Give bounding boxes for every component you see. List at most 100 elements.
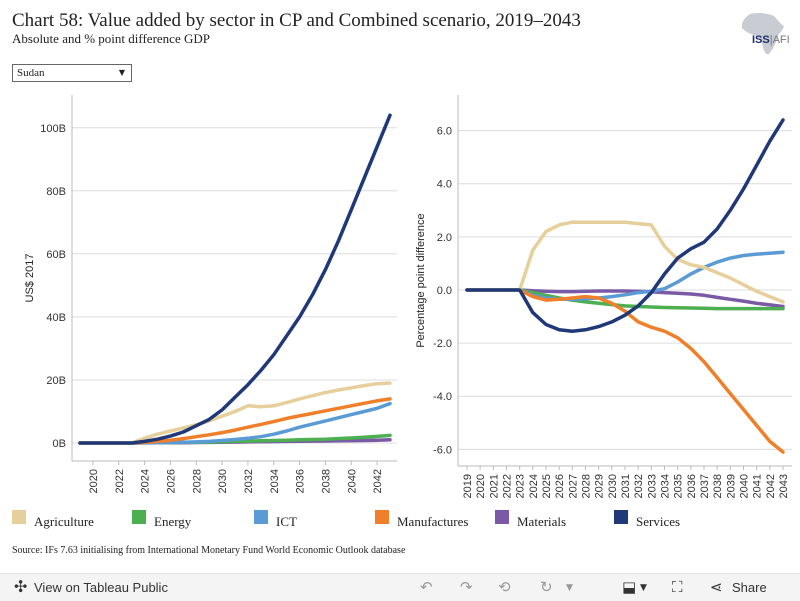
x-tick-label: 2020 bbox=[475, 474, 487, 498]
share-icon[interactable]: ⋖ bbox=[710, 578, 723, 596]
legend-swatch bbox=[375, 510, 389, 524]
x-tick-label: 2020 bbox=[88, 469, 100, 493]
x-tick-label: 2026 bbox=[554, 474, 566, 498]
chart-title: Chart 58: Value added by sector in CP an… bbox=[12, 10, 581, 31]
y-tick-label: 0.0 bbox=[437, 285, 452, 297]
chevron-down-icon[interactable]: ▼ bbox=[640, 583, 647, 593]
x-tick-label: 2024 bbox=[140, 469, 152, 493]
series-line-agriculture[interactable] bbox=[78, 381, 392, 445]
logo-separator: | bbox=[769, 34, 773, 46]
x-tick-label: 2036 bbox=[686, 474, 698, 498]
x-tick-label: 2038 bbox=[712, 474, 724, 498]
x-tick-label: 2037 bbox=[699, 474, 711, 498]
x-tick-label: 2028 bbox=[191, 469, 203, 493]
chart-subtitle: Absolute and % point difference GDP bbox=[12, 31, 210, 46]
undo-icon[interactable]: ↶ bbox=[420, 578, 433, 596]
left-lines bbox=[78, 113, 392, 445]
x-tick-label: 2027 bbox=[567, 474, 579, 498]
right-lines bbox=[465, 118, 785, 454]
y-axis-title: US$ 2017 bbox=[24, 254, 36, 303]
logo-brand: ISS bbox=[752, 34, 770, 46]
fullscreen-icon[interactable]: ⛶ bbox=[672, 578, 683, 596]
x-tick-label: 2040 bbox=[739, 474, 751, 498]
legend-label: Energy bbox=[154, 514, 192, 529]
x-tick-label: 2032 bbox=[243, 469, 255, 493]
y-tick-label: 60B bbox=[46, 249, 66, 261]
x-tick-label: 2030 bbox=[217, 469, 229, 493]
legend-label: Manufactures bbox=[397, 514, 469, 529]
y-tick-label: 20B bbox=[46, 375, 66, 387]
y-tick-label: 40B bbox=[46, 312, 66, 324]
x-tick-label: 2036 bbox=[295, 469, 307, 493]
redo-icon[interactable]: ↷ bbox=[460, 578, 473, 596]
legend-swatch bbox=[495, 510, 509, 524]
value-added-chart: 0B 20B 40B 60B 80B 100B 2020 2022 2024 2026 2028 20… bbox=[24, 95, 397, 494]
chevron-down-icon[interactable]: ▼ bbox=[566, 583, 573, 593]
country-dropdown-value: Sudan bbox=[17, 67, 45, 79]
y-tick-label: -2.0 bbox=[433, 338, 452, 350]
series-line-materials[interactable] bbox=[465, 288, 785, 309]
legend-swatch bbox=[614, 510, 628, 524]
africa-map-icon bbox=[741, 12, 784, 55]
x-tick-label: 2039 bbox=[725, 474, 737, 498]
y-tick-label: 4.0 bbox=[437, 179, 452, 191]
x-tick-label: 2030 bbox=[607, 474, 619, 498]
y-tick-label: 6.0 bbox=[437, 126, 452, 138]
revert-icon[interactable]: ⟲ bbox=[498, 578, 511, 596]
source-note: Source: IFs 7.63 initialising from Inter… bbox=[12, 545, 406, 556]
right-axes bbox=[457, 95, 792, 470]
percentage-point-chart: -6.0 -4.0 -2.0 0.0 2.0 4.0 6.0 2019 2020 2021 2022… bbox=[415, 95, 792, 499]
x-tick-label: 2034 bbox=[660, 474, 672, 498]
x-tick-label: 2025 bbox=[541, 474, 553, 498]
y-tick-label: 2.0 bbox=[437, 232, 452, 244]
legend-label: Materials bbox=[517, 514, 567, 529]
y-axis-title: Percentage point difference bbox=[415, 213, 427, 347]
x-tick-label: 2040 bbox=[346, 469, 358, 493]
x-tick-label: 2031 bbox=[620, 474, 632, 498]
refresh-icon[interactable]: ↻ bbox=[540, 578, 553, 596]
tableau-toolbar: ✣ View on Tableau Public ↶ ↷ ⟲ ↻ ▼ ⬓ ▼ ⛶… bbox=[0, 573, 800, 601]
logo-suffix: AFI bbox=[772, 34, 790, 46]
tableau-logo-icon: ✣ bbox=[14, 577, 28, 596]
x-tick-label: 2023 bbox=[515, 474, 527, 498]
x-tick-label: 2026 bbox=[165, 469, 177, 493]
country-dropdown[interactable]: Sudan ▼ bbox=[12, 64, 132, 82]
share-button[interactable]: Share bbox=[732, 580, 767, 595]
legend-label: Services bbox=[636, 514, 681, 529]
left-labels: 0B 20B 40B 60B 80B 100B 2020 2022 2024 2026 2028 20… bbox=[24, 123, 384, 494]
x-tick-label: 2035 bbox=[673, 474, 685, 498]
legend: Agriculture Energy ICT Manufactures Material… bbox=[12, 510, 792, 530]
x-tick-label: 2042 bbox=[372, 469, 384, 493]
x-tick-label: 2029 bbox=[594, 474, 606, 498]
x-tick-label: 2019 bbox=[462, 474, 474, 498]
series-line-services[interactable] bbox=[465, 118, 785, 333]
x-tick-label: 2041 bbox=[752, 474, 764, 498]
left-axes bbox=[71, 95, 397, 465]
x-tick-label: 2022 bbox=[502, 474, 514, 498]
x-tick-label: 2024 bbox=[528, 474, 540, 498]
legend-swatch bbox=[254, 510, 268, 524]
x-tick-label: 2021 bbox=[488, 474, 500, 498]
legend-label: ICT bbox=[276, 514, 297, 529]
x-tick-label: 2034 bbox=[269, 469, 281, 493]
chevron-down-icon: ▼ bbox=[118, 68, 125, 77]
x-tick-label: 2033 bbox=[646, 474, 658, 498]
x-tick-label: 2043 bbox=[778, 474, 790, 498]
y-tick-label: 80B bbox=[46, 186, 66, 198]
y-tick-label: 100B bbox=[40, 123, 66, 135]
x-tick-label: 2042 bbox=[765, 474, 777, 498]
series-line-manufactures[interactable] bbox=[78, 397, 392, 445]
download-icon[interactable]: ⬓ bbox=[622, 578, 637, 596]
x-tick-label: 2038 bbox=[320, 469, 332, 493]
series-line-services[interactable] bbox=[78, 113, 392, 445]
x-tick-label: 2022 bbox=[114, 469, 126, 493]
logo-text: ISS|AFI bbox=[752, 34, 790, 46]
y-tick-label: -4.0 bbox=[433, 391, 452, 403]
x-tick-label: 2032 bbox=[633, 474, 645, 498]
x-tick-label: 2028 bbox=[581, 474, 593, 498]
legend-label: Agriculture bbox=[34, 514, 94, 529]
legend-swatch bbox=[12, 510, 26, 524]
view-on-tableau-link[interactable]: View on Tableau Public bbox=[34, 580, 168, 595]
right-labels: -6.0 -4.0 -2.0 0.0 2.0 4.0 6.0 2019 2020 2021 2022… bbox=[415, 126, 790, 499]
y-tick-label: -6.0 bbox=[433, 444, 452, 456]
